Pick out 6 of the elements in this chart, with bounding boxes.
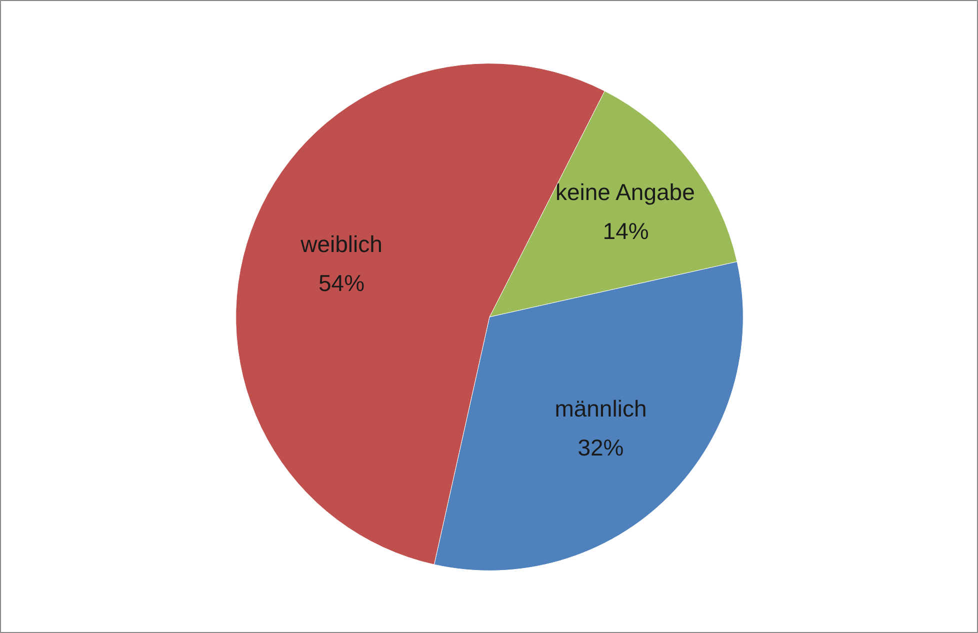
slice-label: männlich <box>554 396 647 422</box>
data-label: 14% <box>602 218 649 244</box>
data-label: 32% <box>578 434 624 461</box>
slice-label: keine Angabe <box>555 178 695 205</box>
slice-label: weiblich <box>300 231 382 258</box>
data-label: 54% <box>318 270 365 296</box>
